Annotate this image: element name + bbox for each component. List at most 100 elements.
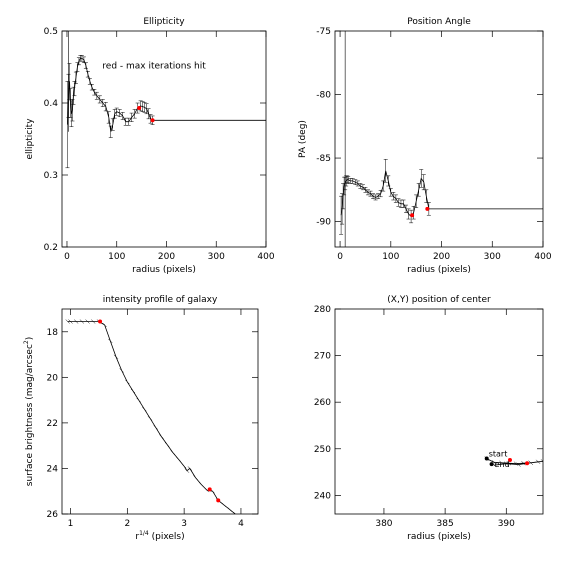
x-tick-label: 0 xyxy=(64,252,70,262)
x-axis-label: radius (pixels) xyxy=(407,532,471,542)
y-axis-label: PA (deg) xyxy=(298,120,308,158)
y-tick-label: 250 xyxy=(314,445,331,455)
data-point xyxy=(187,466,193,471)
x-tick-label: 300 xyxy=(208,252,225,262)
end-point xyxy=(489,462,494,467)
red-point xyxy=(137,106,142,111)
y-tick-label: 22 xyxy=(47,419,58,429)
y-tick-label: -90 xyxy=(316,218,331,228)
data-point xyxy=(540,459,543,462)
data-point xyxy=(85,319,90,324)
data-point xyxy=(199,482,204,487)
data-point xyxy=(68,319,73,324)
data-point xyxy=(102,322,107,328)
y-tick-label: -85 xyxy=(316,154,331,164)
data-point xyxy=(79,319,85,324)
y-tick-label: 0.4 xyxy=(44,99,59,109)
data-group xyxy=(484,456,543,468)
red-point xyxy=(98,319,103,324)
annotation: red - max iterations hit xyxy=(102,61,206,71)
data-point xyxy=(147,416,153,421)
y-axis-label: ellipticity xyxy=(25,118,35,160)
y-tick-label: 0.3 xyxy=(44,171,58,181)
data-point xyxy=(113,354,119,360)
data-point xyxy=(491,460,497,465)
data-point xyxy=(119,368,124,373)
end-label: end xyxy=(495,460,510,469)
plot-frame xyxy=(334,308,544,515)
plot-frame xyxy=(61,30,267,248)
data-point xyxy=(227,507,232,512)
chart-panel-1: 0 100 200 300 400 0.2 0.3 0.4 0.5 Ellipticity radi… xyxy=(25,17,275,275)
data-group xyxy=(65,31,266,169)
data-point xyxy=(136,397,141,403)
y-tick-label: 0.5 xyxy=(44,27,58,37)
red-point xyxy=(410,213,415,218)
x-tick-label: 400 xyxy=(257,252,274,262)
data-point xyxy=(221,502,227,508)
data-point xyxy=(535,459,541,464)
data-point xyxy=(91,319,96,324)
y-tick-label: 26 xyxy=(47,510,59,520)
red-point xyxy=(216,498,221,503)
x-axis-label: radius (pixels) xyxy=(407,265,471,275)
data-point xyxy=(506,461,511,466)
y-tick-label: 18 xyxy=(47,328,59,338)
chart-panel-2: 0 100 200 300 400 -90 -85 -80 -75 Position Angle r… xyxy=(298,17,552,275)
data-point xyxy=(184,468,190,473)
data-point xyxy=(193,475,198,480)
chart-panel-4: 380 385 390 240 250 260 270 280 (X,Y) position o… xyxy=(314,295,544,542)
x-axis-label: radius (pixels) xyxy=(132,265,196,275)
x-tick-label: 300 xyxy=(484,252,501,262)
y-tick-label: -75 xyxy=(316,27,331,37)
x-tick-label: 0 xyxy=(337,252,343,262)
data-point xyxy=(528,460,533,465)
x-tick-label: 4 xyxy=(238,519,244,529)
data-point xyxy=(233,511,236,514)
red-point xyxy=(425,206,430,211)
y-tick-label: 0.2 xyxy=(44,243,58,253)
x-tick-label: 400 xyxy=(534,252,551,262)
data-point xyxy=(204,487,210,493)
y-tick-label: 20 xyxy=(47,373,59,383)
data-point xyxy=(504,461,509,466)
red-point xyxy=(150,118,155,123)
x-tick-label: 1 xyxy=(68,519,74,529)
data-point xyxy=(164,442,170,447)
data-point xyxy=(159,434,164,439)
data-point xyxy=(65,319,70,324)
data-point xyxy=(239,514,243,518)
chart-title: intensity profile of galaxy xyxy=(103,295,218,305)
data-point xyxy=(521,461,526,466)
data-point xyxy=(181,463,187,469)
start-point xyxy=(484,456,489,461)
y-tick-label: 240 xyxy=(314,491,331,501)
data-point xyxy=(74,319,79,324)
chart-title: Position Angle xyxy=(407,17,471,27)
data-point xyxy=(176,457,181,462)
data-point xyxy=(516,462,521,467)
x-tick-label: 390 xyxy=(498,519,515,529)
x-tick-label: 3 xyxy=(181,519,187,529)
chart-panel-3: 1 2 3 4 18 20 22 24 26 intensity profile of galax… xyxy=(23,295,259,542)
chart-title: Ellipticity xyxy=(143,17,185,27)
chart-title: (X,Y) position of center xyxy=(387,295,491,305)
plot-frame xyxy=(61,308,259,515)
series-line xyxy=(67,321,237,514)
y-tick-label: 280 xyxy=(314,305,331,315)
data-point xyxy=(513,461,519,466)
data-point xyxy=(130,388,136,394)
data-point xyxy=(170,450,175,455)
data-point xyxy=(142,407,147,412)
red-point xyxy=(525,461,530,466)
y-tick-label: 260 xyxy=(314,398,331,408)
data-group xyxy=(339,31,543,247)
red-point xyxy=(507,457,512,462)
y-axis-label: surface brightness (mag/arcsec2) xyxy=(23,337,35,487)
x-axis-label: r1/4 (pixels) xyxy=(135,530,184,542)
y-tick-label: -80 xyxy=(316,91,331,101)
y-tick-label: 24 xyxy=(47,464,59,474)
x-tick-label: 385 xyxy=(437,519,454,529)
x-tick-label: 200 xyxy=(433,252,450,262)
